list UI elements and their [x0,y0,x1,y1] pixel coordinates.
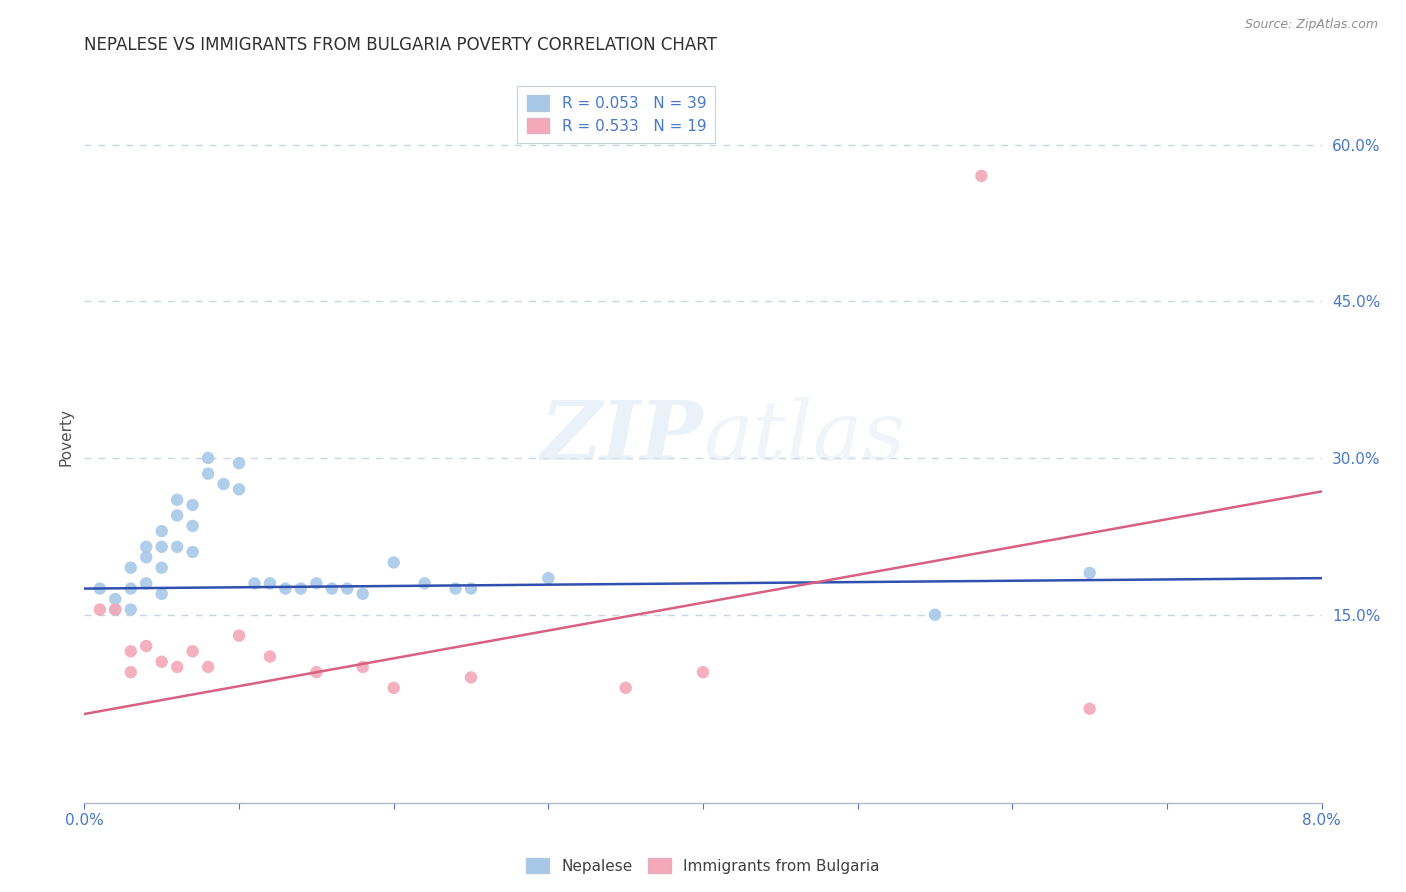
Point [197,467,219,481]
Point [460,670,482,684]
Point [305,665,328,680]
Point [135,540,157,554]
Point [181,545,204,559]
Point [614,681,637,695]
Point [104,592,127,607]
Point [413,576,436,591]
Legend: R = 0.053   N = 39, R = 0.533   N = 19: R = 0.053 N = 39, R = 0.533 N = 19 [517,87,716,143]
Point [228,629,250,643]
Point [336,582,359,596]
Point [104,602,127,616]
Legend: Nepalese, Immigrants from Bulgaria: Nepalese, Immigrants from Bulgaria [520,852,886,880]
Point [228,456,250,470]
Point [166,492,188,507]
Point [150,587,173,601]
Point [166,508,188,523]
Point [290,582,312,596]
Point [228,483,250,497]
Point [460,582,482,596]
Point [120,582,142,596]
Point [352,660,374,674]
Point [135,639,157,653]
Point [1078,566,1101,580]
Point [197,660,219,674]
Point [243,576,266,591]
Point [321,582,343,596]
Text: atlas: atlas [703,397,905,477]
Point [166,660,188,674]
Point [120,665,142,680]
Point [104,602,127,616]
Text: NEPALESE VS IMMIGRANTS FROM BULGARIA POVERTY CORRELATION CHART: NEPALESE VS IMMIGRANTS FROM BULGARIA POV… [84,36,717,54]
Point [212,477,235,491]
Point [135,576,157,591]
Point [537,571,560,585]
Point [924,607,946,622]
Point [181,644,204,658]
Point [259,649,281,664]
Point [150,524,173,538]
Point [382,556,405,570]
Point [120,560,142,574]
Point [1078,702,1101,716]
Point [181,519,204,533]
Point [197,450,219,465]
Point [89,582,111,596]
Text: ZIP: ZIP [540,397,703,477]
Point [181,498,204,512]
Y-axis label: Poverty: Poverty [58,408,73,467]
Point [89,602,111,616]
Point [274,582,297,596]
Point [166,540,188,554]
Point [305,576,328,591]
Point [150,560,173,574]
Point [352,587,374,601]
Point [120,602,142,616]
Point [259,576,281,591]
Point [970,169,993,183]
Point [150,540,173,554]
Point [150,655,173,669]
Point [135,550,157,565]
Text: Source: ZipAtlas.com: Source: ZipAtlas.com [1244,18,1378,31]
Point [120,644,142,658]
Point [444,582,467,596]
Point [382,681,405,695]
Point [692,665,714,680]
